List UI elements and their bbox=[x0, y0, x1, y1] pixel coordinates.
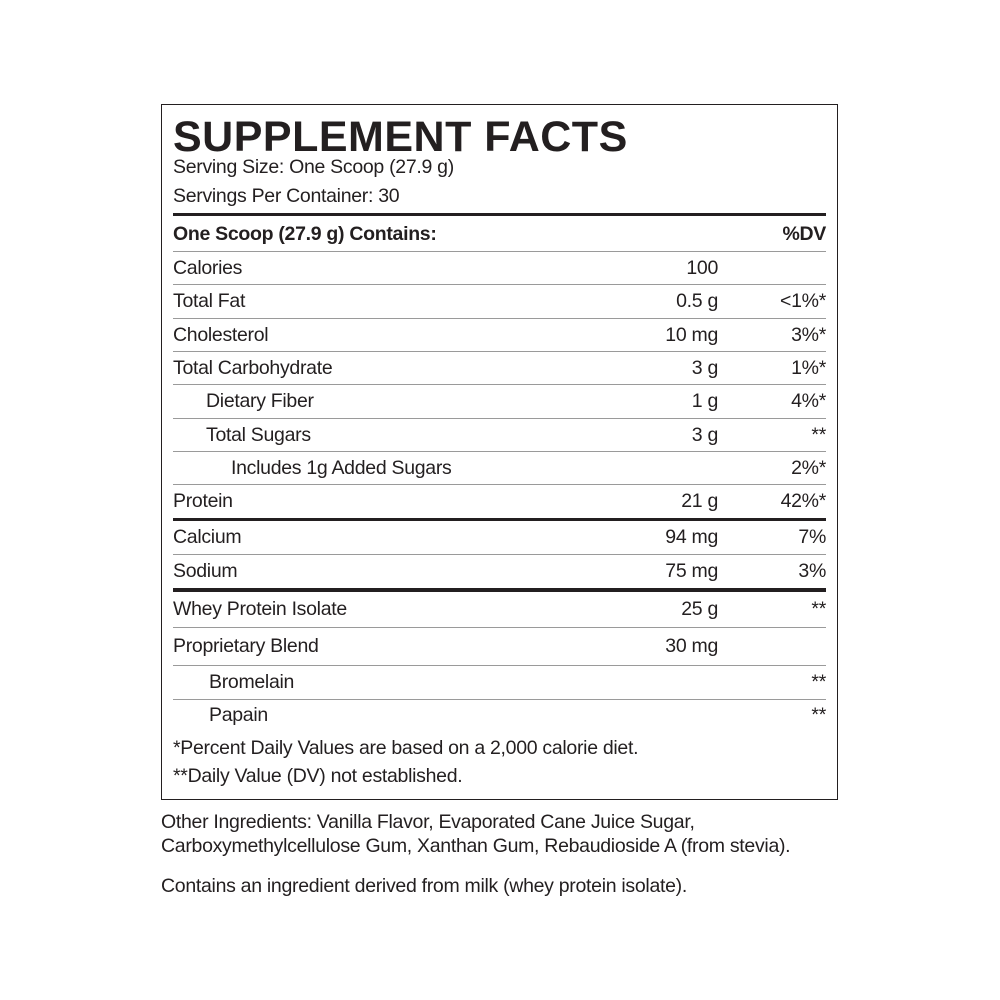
nutrient-dv: 3%* bbox=[791, 323, 826, 346]
nutrient-dv: ** bbox=[811, 671, 826, 693]
table-row: Calories 100 bbox=[173, 252, 826, 285]
nutrient-amount: 21 g bbox=[681, 490, 718, 512]
table-row: Total Carbohydrate 3 g 1%* bbox=[173, 352, 826, 385]
panel-title: SUPPLEMENT FACTS bbox=[173, 113, 628, 161]
nutrient-amount: 10 mg bbox=[665, 323, 718, 346]
servings-per-container: Servings Per Container: 30 bbox=[173, 185, 400, 207]
other-ingredients: Other Ingredients: Vanilla Flavor, Evapo… bbox=[161, 811, 791, 857]
nutrient-name: Total Carbohydrate bbox=[173, 356, 333, 379]
table-row: Total Fat 0.5 g <1%* bbox=[173, 285, 826, 319]
nutrient-dv: ** bbox=[811, 423, 826, 446]
nutrient-name: Calcium bbox=[173, 526, 242, 548]
nutrient-amount: 1 g bbox=[691, 390, 719, 412]
allergen-statement: Contains an ingredient derived from milk… bbox=[161, 875, 687, 897]
table-row: Sodium 75 mg 3% bbox=[173, 555, 826, 592]
nutrient-name: Sodium bbox=[173, 560, 238, 582]
nutrient-name: Whey Protein Isolate bbox=[173, 598, 347, 620]
nutrient-dv: <1%* bbox=[780, 290, 826, 312]
nutrient-name: Dietary Fiber bbox=[206, 390, 314, 412]
nutrient-dv: 7% bbox=[798, 526, 826, 548]
table-row: Proprietary Blend 30 mg bbox=[173, 628, 826, 666]
nutrient-amount: 3 g bbox=[691, 423, 719, 446]
nutrient-dv: 42%* bbox=[780, 490, 827, 512]
nutrient-name: Includes 1g Added Sugars bbox=[231, 456, 452, 479]
nutrient-name: Papain bbox=[209, 703, 268, 726]
table-row: Dietary Fiber 1 g 4%* bbox=[173, 385, 826, 419]
table-row: Protein 21 g 42%* bbox=[173, 485, 826, 521]
nutrient-name: Bromelain bbox=[209, 671, 295, 693]
divider bbox=[173, 213, 826, 216]
nutrient-amount: 0.5 g bbox=[676, 290, 718, 312]
footnote: *Percent Daily Values are based on a 2,0… bbox=[173, 737, 639, 759]
nutrient-amount: 3 g bbox=[691, 356, 719, 379]
table-row: Bromelain ** bbox=[173, 666, 826, 700]
nutrient-amount: 30 mg bbox=[665, 635, 718, 657]
table-row: Whey Protein Isolate 25 g ** bbox=[173, 592, 826, 628]
table-row: Total Sugars 3 g ** bbox=[173, 419, 826, 452]
nutrient-dv: 3% bbox=[798, 560, 826, 582]
table-row: Includes 1g Added Sugars 2%* bbox=[173, 452, 826, 485]
table-row: Calcium 94 mg 7% bbox=[173, 521, 826, 555]
table-row: Cholesterol 10 mg 3%* bbox=[173, 319, 826, 352]
table-row: Papain ** bbox=[173, 700, 826, 730]
nutrient-name: Total Fat bbox=[173, 290, 246, 312]
nutrient-name: Proprietary Blend bbox=[173, 635, 319, 657]
nutrient-name: Cholesterol bbox=[173, 323, 269, 346]
header-dv: %DV bbox=[782, 222, 826, 245]
nutrient-name: Calories bbox=[173, 256, 243, 279]
table-header: One Scoop (27.9 g) Contains: %DV bbox=[173, 217, 826, 252]
nutrient-amount: 25 g bbox=[681, 598, 718, 620]
nutrient-name: Total Sugars bbox=[206, 423, 311, 446]
nutrient-amount: 100 bbox=[686, 256, 718, 279]
footnote: **Daily Value (DV) not established. bbox=[173, 765, 463, 787]
nutrient-amount: 75 mg bbox=[665, 560, 718, 582]
header-name: One Scoop (27.9 g) Contains: bbox=[173, 222, 437, 245]
nutrient-name: Protein bbox=[173, 490, 233, 512]
nutrient-dv: 1%* bbox=[791, 356, 826, 379]
serving-size: Serving Size: One Scoop (27.9 g) bbox=[173, 156, 454, 178]
nutrient-dv: 4%* bbox=[791, 390, 826, 412]
nutrient-dv: 2%* bbox=[791, 456, 826, 479]
nutrient-dv: ** bbox=[811, 598, 826, 620]
nutrient-amount: 94 mg bbox=[665, 526, 718, 548]
supplement-facts-panel: SUPPLEMENT FACTS Serving Size: One Scoop… bbox=[161, 104, 838, 800]
nutrient-dv: ** bbox=[811, 703, 826, 726]
